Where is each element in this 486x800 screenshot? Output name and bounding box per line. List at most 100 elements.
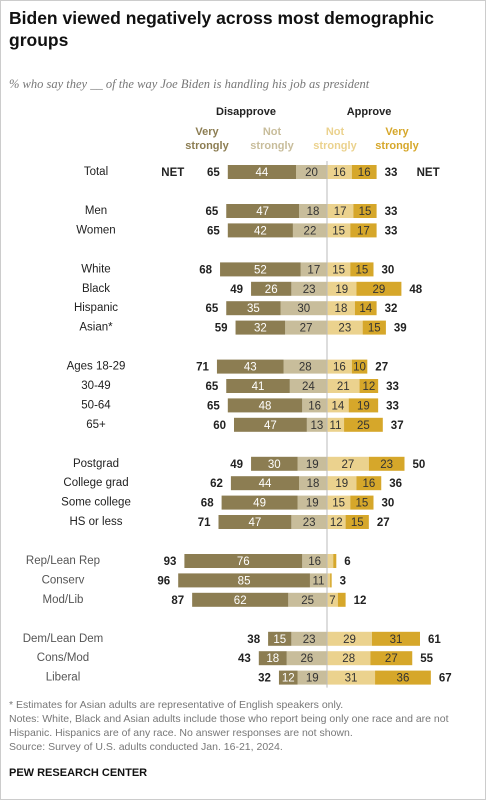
value-label: 16 bbox=[308, 556, 321, 568]
bar-segment bbox=[251, 281, 292, 296]
bar-segment bbox=[280, 301, 327, 316]
value-label: 52 bbox=[254, 264, 267, 276]
value-label: 16 bbox=[308, 400, 321, 412]
bar-segment bbox=[309, 573, 327, 588]
net-value: 30 bbox=[382, 498, 395, 510]
value-label: 12 bbox=[282, 673, 295, 685]
net-value: 49 bbox=[230, 459, 243, 471]
value-label: 15 bbox=[355, 498, 368, 510]
bar-segment bbox=[227, 223, 293, 238]
value-label: 23 bbox=[338, 323, 351, 335]
value-label: 28 bbox=[342, 653, 355, 665]
category-label: Dem/Lean Dem bbox=[23, 633, 104, 645]
bar-segment bbox=[235, 320, 286, 335]
bar-segment bbox=[291, 281, 327, 296]
bar-segment bbox=[184, 554, 303, 568]
value-label: 41 bbox=[252, 381, 265, 393]
bar-segment bbox=[368, 456, 405, 471]
bar-segment bbox=[306, 417, 327, 432]
bar-segment bbox=[359, 379, 379, 393]
value-label: 16 bbox=[362, 478, 375, 490]
bar-segment bbox=[226, 301, 281, 316]
value-label: 12 bbox=[330, 517, 343, 529]
net-value: 65 bbox=[207, 225, 220, 237]
value-label: 14 bbox=[331, 400, 344, 412]
net-value: 68 bbox=[201, 498, 214, 510]
bar-segment bbox=[268, 631, 292, 646]
bar-segment bbox=[227, 165, 296, 179]
net-label: NET bbox=[417, 167, 440, 179]
net-value: 33 bbox=[386, 400, 399, 412]
bar-segment bbox=[350, 262, 374, 277]
value-label: 27 bbox=[342, 459, 355, 471]
value-label: 28 bbox=[299, 362, 312, 374]
value-label: 26 bbox=[265, 284, 278, 296]
value-label: 23 bbox=[303, 634, 316, 646]
bar-segment bbox=[226, 379, 290, 393]
value-label: 22 bbox=[304, 225, 317, 237]
net-value: 60 bbox=[213, 420, 226, 432]
net-value: 33 bbox=[385, 206, 398, 218]
category-label: 65+ bbox=[86, 419, 106, 431]
category-label: Mod/Lib bbox=[43, 594, 84, 606]
value-label: 19 bbox=[306, 673, 319, 685]
value-label: 27 bbox=[385, 653, 398, 665]
bar-segment bbox=[327, 651, 371, 666]
value-label: 17 bbox=[357, 225, 370, 237]
value-label: 11 bbox=[330, 420, 342, 432]
value-label: 24 bbox=[302, 381, 315, 393]
bar-segment bbox=[327, 554, 334, 568]
net-value: 37 bbox=[391, 420, 404, 432]
value-label: 25 bbox=[357, 420, 370, 432]
net-value: 33 bbox=[385, 167, 398, 179]
value-label: 48 bbox=[259, 400, 272, 412]
title: Biden viewed negatively across most demo… bbox=[9, 8, 434, 50]
net-value: 93 bbox=[164, 556, 177, 568]
value-label: 18 bbox=[307, 478, 320, 490]
footnote: * Estimates for Asian adults are represe… bbox=[9, 699, 344, 711]
bar-segment bbox=[371, 631, 420, 646]
net-value: 30 bbox=[382, 264, 395, 276]
value-label: 15 bbox=[351, 517, 364, 529]
value-label: 76 bbox=[237, 556, 250, 568]
bar-segment bbox=[356, 281, 402, 296]
value-label: 15 bbox=[355, 264, 368, 276]
net-value: 36 bbox=[389, 478, 402, 490]
category-label: College grad bbox=[63, 477, 128, 489]
bar-segment bbox=[291, 631, 327, 646]
value-label: 31 bbox=[390, 634, 403, 646]
net-value: 32 bbox=[258, 673, 271, 685]
net-value: 12 bbox=[354, 595, 367, 607]
bar-segment bbox=[300, 262, 327, 277]
legend-entry: Very strongly bbox=[185, 126, 229, 152]
category-label: Ages 18-29 bbox=[67, 361, 126, 373]
bar-segment bbox=[327, 495, 351, 510]
bar-segment bbox=[327, 223, 351, 238]
bar-segment bbox=[258, 651, 287, 666]
net-value: 6 bbox=[344, 556, 350, 568]
category-label: HS or less bbox=[69, 516, 122, 528]
value-label: 21 bbox=[337, 381, 350, 393]
net-value: 38 bbox=[247, 634, 260, 646]
value-label: 31 bbox=[345, 673, 358, 685]
bar-segment bbox=[218, 515, 292, 529]
value-label: 32 bbox=[254, 323, 267, 335]
value-label: 19 bbox=[335, 284, 348, 296]
bar-segment bbox=[297, 670, 327, 685]
value-label: 29 bbox=[343, 634, 356, 646]
value-label: 19 bbox=[306, 498, 319, 510]
value-label: 16 bbox=[333, 362, 346, 374]
net-value: 48 bbox=[409, 284, 422, 296]
category-label: Women bbox=[76, 224, 115, 236]
value-label: 16 bbox=[358, 167, 371, 179]
value-label: 18 bbox=[266, 653, 279, 665]
bar-segment bbox=[337, 592, 346, 607]
net-value: 32 bbox=[385, 303, 398, 315]
net-value: 71 bbox=[196, 362, 209, 374]
bar-segment bbox=[278, 670, 298, 685]
bar-segment bbox=[297, 456, 327, 471]
value-label: 42 bbox=[254, 225, 267, 237]
category-label: Black bbox=[82, 283, 110, 295]
footnote: Notes: White, Black and Asian adults inc… bbox=[9, 713, 449, 739]
bar-segment bbox=[327, 262, 351, 277]
